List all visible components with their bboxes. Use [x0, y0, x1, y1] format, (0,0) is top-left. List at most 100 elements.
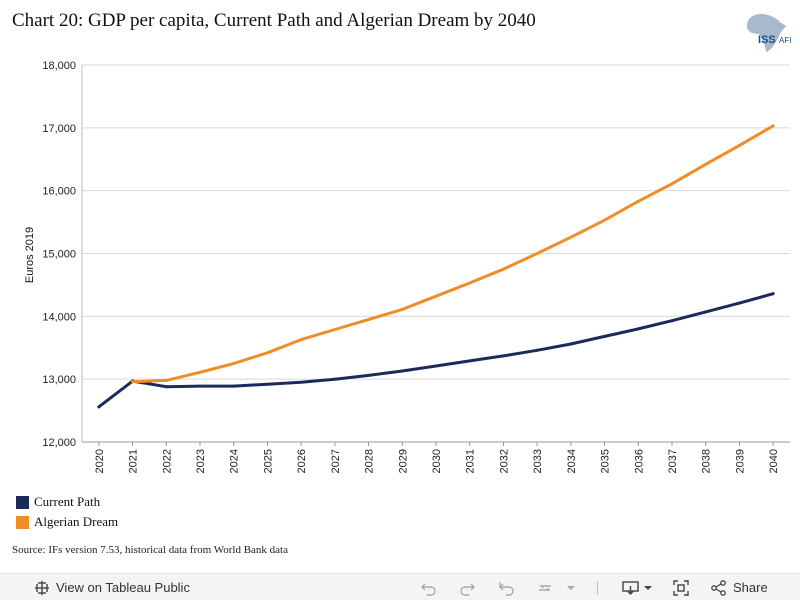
share-icon — [711, 579, 726, 596]
data-point-algerian-dream[interactable] — [569, 235, 573, 239]
x-tick-label: 2026 — [296, 449, 308, 473]
chart-title: Chart 20: GDP per capita, Current Path a… — [12, 10, 536, 31]
series-line-current-path[interactable] — [97, 292, 775, 409]
data-point-current-path[interactable] — [434, 364, 438, 368]
x-tick-label: 2039 — [734, 449, 746, 473]
redo-icon — [460, 583, 475, 596]
x-tick-label: 2029 — [397, 449, 409, 473]
x-tick-label: 2037 — [667, 449, 679, 473]
source-note: Source: IFs version 7.53, historical dat… — [12, 544, 288, 556]
data-point-current-path[interactable] — [603, 334, 607, 338]
data-point-current-path[interactable] — [367, 373, 371, 377]
data-point-current-path[interactable] — [535, 348, 539, 352]
data-point-algerian-dream[interactable] — [535, 252, 539, 255]
x-tick-label: 2032 — [498, 449, 510, 473]
data-point-current-path[interactable] — [198, 384, 202, 388]
logo-iss-text: ISS — [758, 34, 776, 46]
refresh-dropdown-button[interactable] — [566, 574, 576, 600]
data-point-current-path[interactable] — [636, 327, 640, 331]
data-point-algerian-dream[interactable] — [737, 143, 741, 147]
data-point-algerian-dream[interactable] — [299, 338, 303, 342]
fullscreen-button[interactable] — [673, 574, 689, 600]
data-point-current-path[interactable] — [501, 354, 505, 358]
data-point-algerian-dream[interactable] — [367, 317, 371, 321]
x-tick-label: 2033 — [532, 449, 544, 473]
data-point-algerian-dream[interactable] — [636, 199, 640, 203]
legend-swatch-current-path — [16, 495, 29, 509]
legend-item-current-path[interactable]: Current Path — [16, 492, 118, 512]
data-point-current-path[interactable] — [468, 359, 472, 363]
y-tick-label: 13,000 — [42, 374, 76, 386]
undo-icon — [421, 583, 436, 596]
x-tick-label: 2034 — [566, 449, 578, 473]
africa-map-icon — [746, 14, 786, 52]
data-point-current-path[interactable] — [704, 310, 708, 314]
share-button[interactable]: Share — [711, 574, 768, 600]
x-tick-label: 2023 — [195, 449, 207, 473]
data-point-current-path[interactable] — [771, 292, 775, 296]
data-point-algerian-dream[interactable] — [670, 182, 674, 186]
chevron-down-icon — [644, 585, 652, 590]
x-tick-label: 2021 — [128, 449, 140, 473]
data-point-current-path[interactable] — [333, 377, 337, 381]
legend-label-current-path: Current Path — [34, 494, 101, 509]
data-point-current-path[interactable] — [97, 405, 101, 409]
x-tick-label: 2022 — [161, 449, 173, 473]
x-tick-label: 2027 — [330, 449, 342, 473]
x-tick-label: 2031 — [465, 449, 477, 473]
data-point-current-path[interactable] — [400, 369, 404, 373]
x-tick-label: 2025 — [262, 449, 274, 473]
data-point-algerian-dream[interactable] — [232, 361, 236, 365]
data-point-current-path[interactable] — [232, 384, 236, 388]
data-point-algerian-dream[interactable] — [131, 380, 135, 384]
series-lines — [97, 124, 775, 409]
y-axis-label: Euros 2019 — [24, 227, 36, 283]
series-line-algerian-dream[interactable] — [131, 124, 775, 384]
logo-afi-text: AFI — [779, 36, 791, 45]
download-icon — [622, 580, 639, 595]
x-tick-label: 2024 — [229, 449, 241, 473]
data-point-algerian-dream[interactable] — [434, 294, 438, 298]
data-point-algerian-dream[interactable] — [468, 281, 472, 285]
share-label: Share — [733, 580, 768, 595]
y-tick-label: 17,000 — [42, 123, 76, 135]
x-tick-label: 2020 — [94, 449, 106, 473]
data-point-algerian-dream[interactable] — [265, 351, 269, 355]
data-point-algerian-dream[interactable] — [501, 267, 505, 271]
x-tick-label: 2038 — [701, 449, 713, 473]
y-tick-label: 18,000 — [42, 60, 76, 72]
data-point-algerian-dream[interactable] — [704, 162, 708, 166]
x-tick-label: 2028 — [364, 449, 376, 473]
download-button[interactable] — [622, 574, 653, 600]
y-tick-label: 12,000 — [42, 437, 76, 449]
x-tick-label: 2036 — [633, 449, 645, 473]
legend-item-algerian-dream[interactable]: Algerian Dream — [16, 512, 118, 532]
data-point-current-path[interactable] — [670, 319, 674, 323]
data-point-current-path[interactable] — [265, 382, 269, 386]
tableau-toolbar: View on Tableau Public — [0, 573, 800, 600]
data-point-algerian-dream[interactable] — [603, 218, 607, 222]
tableau-logo-icon — [35, 580, 49, 595]
y-tick-label: 16,000 — [42, 186, 76, 198]
data-point-algerian-dream[interactable] — [400, 307, 404, 311]
data-point-current-path[interactable] — [569, 342, 573, 346]
data-point-algerian-dream[interactable] — [198, 370, 202, 374]
data-point-algerian-dream[interactable] — [333, 328, 337, 332]
iss-africa-logo: ISS AFI — [746, 14, 791, 52]
data-point-algerian-dream[interactable] — [164, 378, 168, 382]
y-tick-label: 15,000 — [42, 249, 76, 261]
redo-button[interactable] — [458, 574, 476, 600]
axes: 12,000 13,000 14,000 15,000 16,000 17,000 18,0… — [42, 60, 790, 473]
view-on-tableau-button[interactable]: View on Tableau Public — [34, 574, 190, 600]
y-tick-label: 14,000 — [42, 311, 76, 323]
view-on-tableau-label: View on Tableau Public — [56, 580, 190, 595]
data-point-algerian-dream[interactable] — [771, 124, 775, 128]
refresh-button[interactable] — [536, 574, 554, 600]
data-point-current-path[interactable] — [737, 301, 741, 305]
fullscreen-icon — [673, 579, 689, 596]
revert-button[interactable] — [498, 574, 516, 600]
undo-button[interactable] — [420, 574, 438, 600]
data-point-current-path[interactable] — [299, 380, 303, 384]
data-point-current-path[interactable] — [164, 385, 168, 389]
legend-label-algerian-dream: Algerian Dream — [34, 514, 119, 529]
